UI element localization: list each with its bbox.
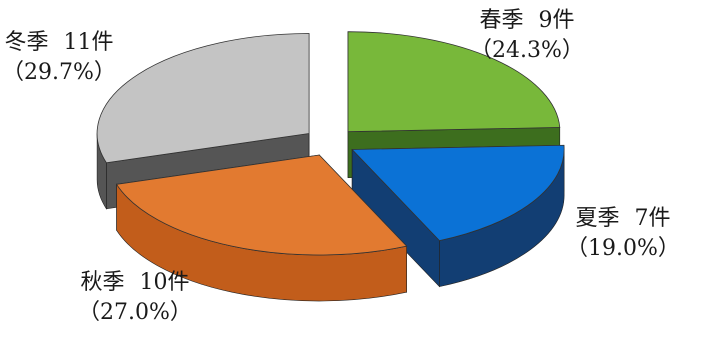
label-spring-value: 9件 (538, 8, 575, 33)
label-spring-name: 春季 (479, 8, 524, 33)
label-winter-name: 冬季 (4, 30, 49, 55)
slice-summer-top (351, 144, 565, 242)
label-summer-count: 夏季 7件 (566, 204, 680, 234)
label-autumn-value: 10件 (139, 270, 190, 295)
slice-autumn-top (115, 154, 408, 256)
slice-summer (351, 144, 565, 288)
label-spring-percent: （24.3%） (470, 38, 584, 63)
label-spring-count: 春季 9件 (470, 6, 584, 36)
label-summer-name: 夏季 (575, 206, 620, 231)
label-winter-percent: （29.7%） (2, 60, 116, 85)
slice-spring-top (347, 31, 561, 133)
label-summer-percent: （19.0%） (566, 236, 680, 261)
label-winter-count: 冬季 11件 (2, 28, 116, 58)
slice-winter-top (96, 33, 310, 164)
label-winter-value: 11件 (63, 30, 114, 55)
label-autumn: 秋季 10件 （27.0%） (78, 268, 192, 328)
label-autumn-percent: （27.0%） (78, 300, 192, 325)
label-spring: 春季 9件 （24.3%） (470, 6, 584, 66)
label-autumn-name: 秋季 (80, 270, 125, 295)
label-autumn-count: 秋季 10件 (78, 268, 192, 298)
slice-autumn (115, 154, 408, 302)
label-summer-value: 7件 (634, 206, 671, 231)
label-summer: 夏季 7件 （19.0%） (566, 204, 680, 264)
label-winter: 冬季 11件 （29.7%） (2, 28, 116, 88)
slice-layer (96, 31, 565, 302)
